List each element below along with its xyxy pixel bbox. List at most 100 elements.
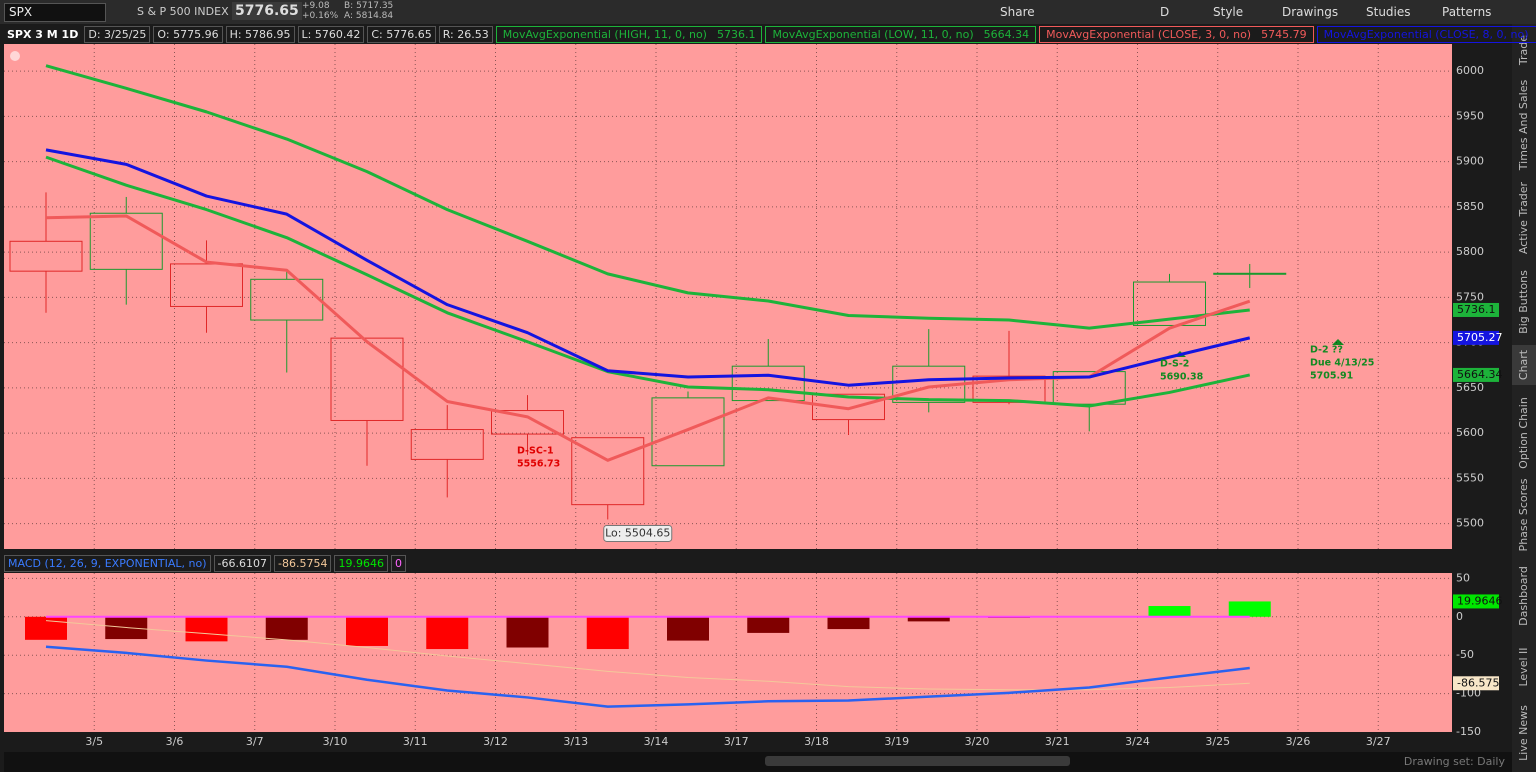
annotation: 5556.73 (517, 459, 560, 470)
macd-value: -66.6107 (213, 554, 271, 572)
x-tick-label: 3/6 (166, 735, 184, 748)
macd-title: MACD (12, 26, 9, EXPONENTIAL, no) (4, 554, 211, 572)
histogram-bar (265, 616, 308, 640)
header-field: D: 3/25/25 (84, 25, 151, 43)
histogram-bar (1228, 601, 1271, 617)
side-tab-bar (1512, 24, 1536, 772)
toolbar-button[interactable]: Studies (1366, 5, 1411, 19)
signal-marker (1332, 339, 1344, 345)
header-field: R: 26.53 (438, 25, 493, 43)
status-text: Drawing set: Daily (1404, 755, 1506, 768)
candle-body (1213, 272, 1287, 275)
toolbar-button[interactable]: D (1160, 5, 1170, 19)
price-tag (1453, 367, 1499, 382)
histogram-bar (25, 616, 67, 640)
x-tick-label: 3/14 (644, 735, 669, 748)
study-value: 5664.34 (983, 27, 1030, 41)
x-tick-label: 3/5 (85, 735, 103, 748)
scroll-thumb[interactable] (765, 756, 1070, 766)
x-tick-label: 3/20 (965, 735, 990, 748)
x-tick-label: 3/25 (1205, 735, 1230, 748)
price-tag (1453, 330, 1499, 345)
low-label: Lo: 5504.65 (605, 526, 670, 539)
candle-body (410, 429, 484, 460)
y-tick-label: 5600 (1456, 426, 1484, 439)
side-tab[interactable]: Active Trader (1517, 181, 1530, 254)
price-tag-label: 5736.1 (1457, 303, 1496, 316)
side-tab[interactable]: Big Buttons (1517, 270, 1530, 334)
side-tab[interactable]: Level II (1517, 647, 1530, 686)
macd-value: 0 (390, 554, 406, 572)
study-label: MovAvgExponential (CLOSE, 3, 0, no) 5745.… (1039, 25, 1314, 43)
header-field: O: 5775.96 (153, 25, 223, 43)
candle-body (731, 365, 805, 402)
x-tick-label: 3/18 (804, 735, 829, 748)
side-tab[interactable]: Live News (1517, 705, 1530, 761)
side-tab[interactable]: Chart (1517, 349, 1530, 380)
histogram-bar (586, 616, 629, 650)
active-tab-bg (1512, 345, 1536, 385)
candle-body (491, 410, 564, 435)
histogram-bar (506, 616, 549, 648)
candle-body (89, 212, 163, 270)
symbol-box[interactable]: SPX (4, 3, 106, 22)
macd-value: 19.9646 (334, 554, 388, 572)
toolbar-button[interactable]: Share (1000, 5, 1035, 19)
y-tick-label: 0 (1456, 610, 1463, 623)
study-value: 5736.1 (716, 27, 756, 41)
annotation: 5690.38 (1160, 372, 1204, 383)
bid-ask: B: 5717.35 A: 5814.84 (344, 1, 393, 21)
side-tab[interactable]: Option Chain (1517, 397, 1530, 469)
candle-body (972, 375, 1046, 403)
study-name: MovAvgExponential (CLOSE, 8, 0, no) (1323, 27, 1529, 41)
side-tab[interactable]: Times And Sales (1517, 80, 1530, 172)
y-tick-label: -150 (1456, 725, 1481, 738)
ema-line (45, 64, 1250, 330)
price-tag-label: 5705.27 (1457, 331, 1503, 344)
x-tick-label: 3/13 (563, 735, 588, 748)
side-tab[interactable]: Dashboard (1517, 566, 1530, 626)
header-field: C: 5776.65 (367, 25, 436, 43)
annotation: D-S-2 (1160, 359, 1189, 370)
y-tick-label: 5550 (1456, 471, 1484, 484)
x-tick-label: 3/11 (403, 735, 428, 748)
low-bubble (603, 524, 673, 542)
x-tick-label: 3/17 (724, 735, 749, 748)
toolbar-button[interactable]: Drawings (1282, 5, 1339, 19)
histogram-bar (185, 616, 228, 642)
candle-body (9, 240, 83, 272)
annotation: Due 4/13/25 (1310, 358, 1374, 369)
annotation: 5705.91 (1310, 371, 1353, 382)
price-tag (1453, 676, 1499, 691)
change: +9.08 (302, 1, 330, 11)
y-tick-label: -50 (1456, 648, 1474, 661)
scrollbar[interactable] (4, 752, 1512, 772)
histogram-bar (747, 616, 790, 633)
price-tag-label: 19.9646 (1457, 594, 1503, 607)
study-name: MovAvgExponential (CLOSE, 3, 0, no) (1046, 27, 1252, 41)
toolbar-button[interactable]: Patterns (1442, 5, 1492, 19)
candle-body (651, 397, 725, 467)
description: S & P 500 INDEX (137, 5, 229, 18)
histogram-bar (667, 616, 709, 641)
macd-line (45, 645, 1250, 708)
candle-body (330, 337, 404, 421)
ask: A: 5814.84 (344, 11, 394, 21)
study-label: MovAvgExponential (HIGH, 11, 0, no) 5736.… (495, 25, 763, 43)
histogram-bar (426, 616, 469, 650)
info-icon[interactable] (10, 51, 20, 61)
y-tick-label: 50 (1456, 571, 1470, 584)
toolbar-button[interactable]: Style (1213, 5, 1244, 19)
x-tick-label: 3/19 (884, 735, 909, 748)
annotation: D-2 ?? (1310, 345, 1343, 356)
x-tick-label: 3/24 (1125, 735, 1150, 748)
x-tick-label: 3/21 (1045, 735, 1070, 748)
side-tab[interactable]: Phase Scores (1517, 478, 1530, 551)
change-block: +9.08 +0.16% (302, 1, 338, 21)
side-tab[interactable]: Trade (1517, 35, 1530, 66)
ema-line (45, 148, 1251, 387)
x-tick-label: 3/7 (246, 735, 264, 748)
macd-header: MACD (12, 26, 9, EXPONENTIAL, no) -66.610… (4, 554, 406, 572)
